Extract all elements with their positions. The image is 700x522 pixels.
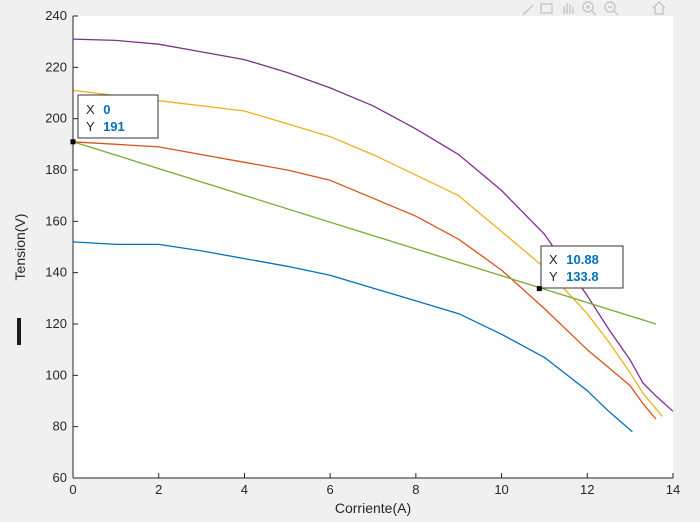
datatip-1-y-label: Y	[86, 119, 95, 134]
y-axis-label: Tension(V)	[12, 214, 28, 281]
datatip-1-x-label: X	[86, 102, 95, 117]
datatip-1-box	[77, 94, 159, 139]
x-tick-label: 10	[494, 482, 508, 497]
datatip-2-y-value: 133.8	[566, 269, 599, 284]
y-tick-label: 140	[45, 265, 67, 280]
datatip-2-box	[540, 245, 624, 289]
y-tick-label: 60	[53, 470, 67, 485]
datatip-2-marker[interactable]	[536, 286, 542, 292]
svg-text:X 0: X 0	[86, 102, 111, 117]
datatip-2[interactable]: X 10.88 Y 133.8	[540, 245, 624, 289]
y-tick-label: 180	[45, 162, 67, 177]
series-layer	[72, 38, 674, 433]
x-tick-label: 0	[69, 482, 76, 497]
y-tick-label: 160	[45, 213, 67, 228]
y-tick-label: 100	[45, 367, 67, 382]
y-tick-label: 120	[45, 316, 67, 331]
brush-icon[interactable]	[522, 4, 534, 16]
axes-toolbar	[522, 1, 666, 16]
svg-text:Y 191: Y 191	[86, 119, 125, 134]
y-tick-label: 80	[53, 419, 67, 434]
x-tick-label: 8	[412, 482, 419, 497]
series-line-1[interactable]	[72, 38, 674, 412]
series-line-3[interactable]	[72, 141, 657, 420]
datatip-icon[interactable]	[540, 3, 553, 14]
svg-text:Y 133.8: Y 133.8	[549, 269, 599, 284]
series-line-2[interactable]	[72, 89, 663, 417]
y-tick-label: 240	[45, 8, 67, 23]
pan-icon[interactable]	[563, 3, 574, 14]
x-axis-label: Corriente(A)	[335, 500, 411, 516]
left-marker	[17, 318, 21, 345]
datatip-1-x-value: 0	[103, 102, 110, 117]
datatip-1-y-value: 191	[103, 119, 125, 134]
tick-layer: 0 2 4 6 8 10 12 14 60 80 100 120 140 160 180 200 220 240	[45, 8, 680, 497]
series-line-5[interactable]	[72, 241, 633, 433]
x-tick-label: 12	[580, 482, 594, 497]
datatip-1[interactable]: X 0 Y 191	[77, 94, 159, 139]
x-tick-label: 14	[666, 482, 680, 497]
y-tick-label: 200	[45, 111, 67, 126]
zoom-in-icon[interactable]	[582, 1, 597, 16]
svg-text:X 10.88: X 10.88	[549, 252, 599, 267]
x-tick-label: 2	[155, 482, 162, 497]
x-tick-label: 6	[327, 482, 334, 497]
datatip-2-x-label: X	[549, 252, 558, 267]
x-tick-label: 4	[241, 482, 248, 497]
y-tick-label: 220	[45, 59, 67, 74]
datatip-2-y-label: Y	[549, 269, 558, 284]
series-line-4[interactable]	[72, 141, 657, 325]
datatip-layer: X 0 Y 191 X 10.88 Y 133.8	[70, 94, 624, 292]
axes-layer	[72, 16, 673, 479]
datatip-1-marker[interactable]	[70, 139, 76, 145]
zoom-out-icon[interactable]	[604, 1, 619, 16]
datatip-2-x-value: 10.88	[566, 252, 599, 267]
home-icon[interactable]	[652, 1, 666, 15]
